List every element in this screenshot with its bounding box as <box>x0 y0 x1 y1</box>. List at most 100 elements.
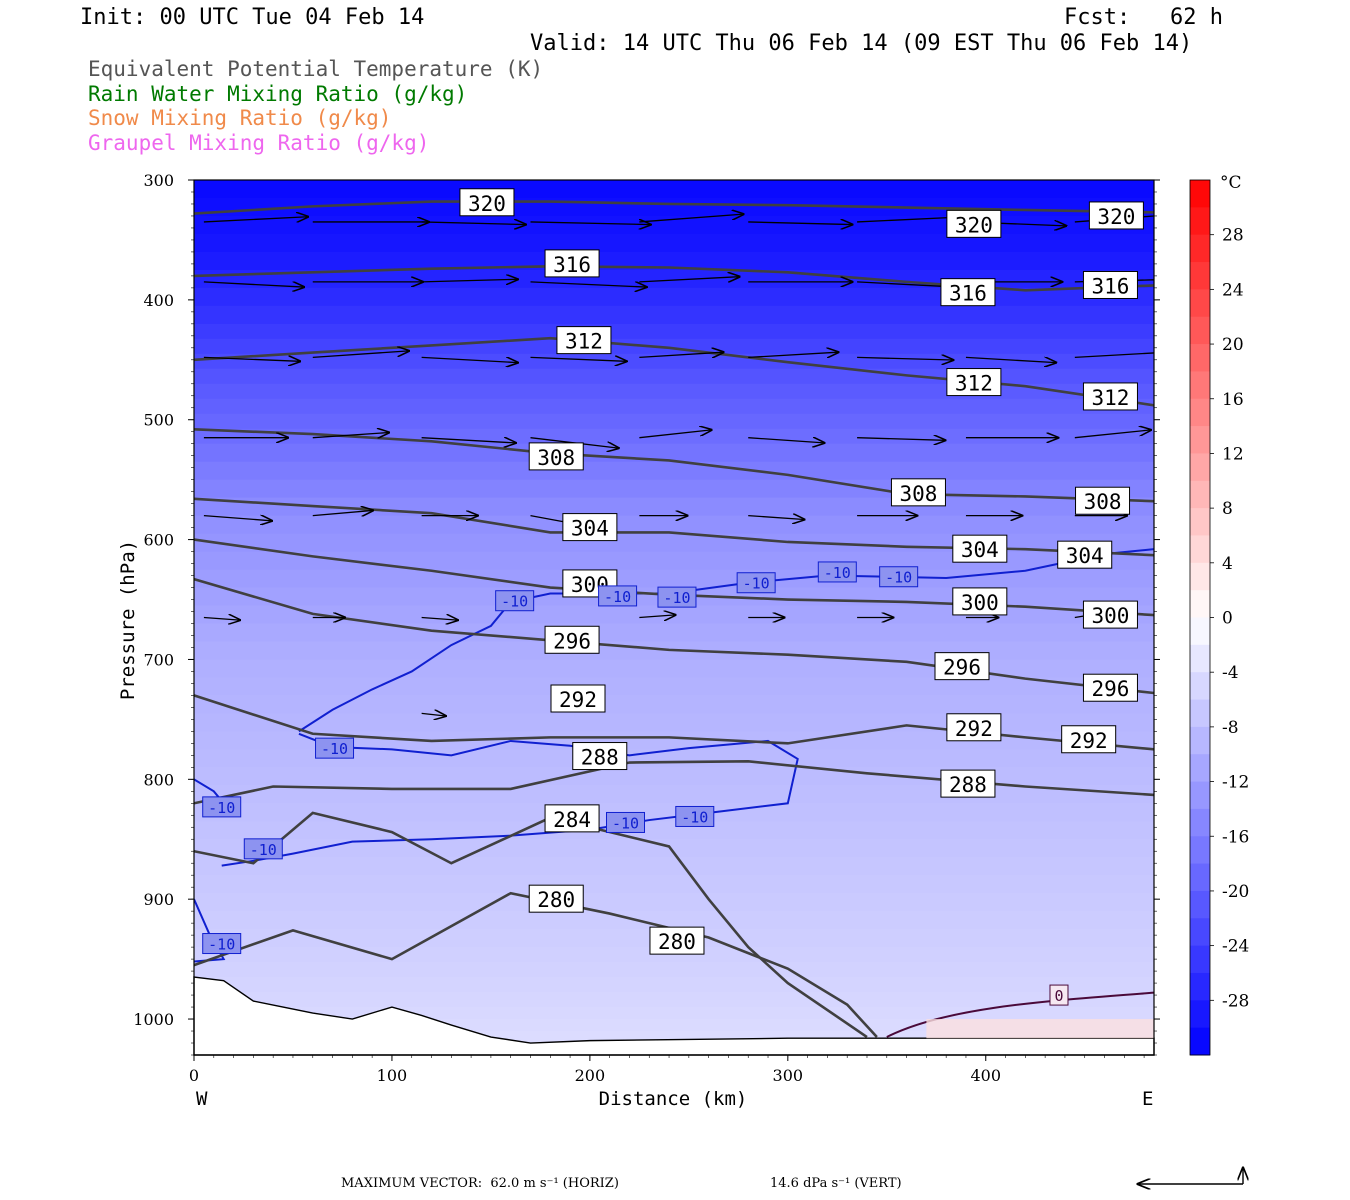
temp-band <box>194 677 1154 697</box>
colorbar-swatch <box>1190 508 1210 536</box>
axes: 300 400 500 600 700 800 900 1000 0 100 200 300 400 <box>133 171 1160 1085</box>
isotherm-label: -10 <box>657 586 697 608</box>
theta-e-label-288: 288 <box>940 769 996 798</box>
temp-band <box>194 839 1154 859</box>
label-text: -10 <box>743 575 770 593</box>
label-box <box>1049 984 1069 1006</box>
colorbar-swatch <box>1190 562 1210 591</box>
label-text: -10 <box>321 740 348 758</box>
wind-vector <box>639 277 739 283</box>
label-box <box>890 478 946 507</box>
theta-e-label-320: 320 <box>946 209 1002 238</box>
theta-e-label-288: 288 <box>572 742 628 771</box>
temp-band <box>194 398 1154 415</box>
label-text: 0 <box>1054 987 1063 1005</box>
theta-e-label-312: 312 <box>556 326 612 355</box>
wind-vector <box>857 357 953 360</box>
x-left-end-label: W <box>196 1088 208 1110</box>
wind-vector <box>1074 352 1154 359</box>
x-right-end-label: E <box>1142 1088 1153 1110</box>
theta-e-label-300: 300 <box>952 587 1008 616</box>
label-box <box>1082 382 1138 411</box>
colorbar-swatch <box>1190 590 1210 618</box>
colorbar-swatch <box>1190 453 1210 482</box>
label-box <box>1088 201 1144 230</box>
isotherm-labels: -10 -10 -10 -10 -10 -10 -10 -10 -10 -10 -10 -10 0 <box>202 561 1069 1006</box>
isotherm-label: -10 <box>495 590 535 612</box>
wind-vector <box>857 438 945 441</box>
wind-vector <box>312 351 409 359</box>
warm-layer <box>926 1019 1154 1039</box>
y-tick-label: 500 <box>143 411 174 430</box>
wind-vector <box>748 516 804 520</box>
temp-band <box>194 962 1154 979</box>
label-box <box>550 684 606 713</box>
colorbar-swatch <box>1190 617 1210 646</box>
isotherm-zero <box>886 991 1155 1038</box>
x-tick-label: 0 <box>189 1066 199 1085</box>
x-tick-label: 300 <box>773 1066 804 1085</box>
wind-vector <box>421 618 458 621</box>
theta-e-label-296: 296 <box>544 625 600 654</box>
label-text: 320 <box>1097 205 1135 229</box>
label-text: 308 <box>1084 490 1122 514</box>
temp-band <box>194 413 1154 430</box>
y-tick-label: 1000 <box>133 1010 174 1029</box>
label-box <box>649 926 705 955</box>
wind-vector <box>421 437 516 443</box>
colorbar-swatch <box>1190 234 1210 263</box>
wind-vectors <box>203 214 1154 716</box>
theta-e-label-304: 304 <box>562 513 618 542</box>
theta-e-label-308: 308 <box>528 442 584 471</box>
colorbar-swatch <box>1190 535 1210 564</box>
label-box <box>556 326 612 355</box>
plot-frame <box>193 179 1155 1056</box>
label-box <box>562 513 618 542</box>
label-box <box>544 625 600 654</box>
label-box <box>940 278 996 307</box>
colorbar-swatch <box>1190 262 1210 290</box>
wind-vector <box>639 430 711 439</box>
isotherm-label: -10 <box>606 811 646 833</box>
wind-vector <box>203 281 304 287</box>
wind-vector <box>530 357 626 361</box>
temp-band <box>194 947 1154 964</box>
colorbar-tick-label: -16 <box>1222 827 1249 847</box>
wind-vector <box>203 217 308 223</box>
temp-band <box>194 338 1154 355</box>
temp-band <box>194 461 1154 481</box>
label-text: 312 <box>565 330 603 354</box>
label-box <box>544 804 600 833</box>
label-text: 284 <box>553 808 591 832</box>
theta-e-label-296: 296 <box>934 652 990 681</box>
colorbar-swatch <box>1190 398 1210 427</box>
colorbar-swatch <box>1190 344 1210 372</box>
label-box <box>528 442 584 471</box>
wind-vector <box>203 357 300 361</box>
temp-band <box>194 443 1154 463</box>
wind-vector <box>312 433 389 438</box>
label-box <box>879 566 919 588</box>
temp-band <box>194 977 1154 994</box>
label-text: 288 <box>949 773 987 797</box>
wind-vector <box>748 438 824 443</box>
colorbar-unit: °C <box>1220 173 1242 193</box>
colorbar-swatch <box>1190 316 1210 345</box>
isotherm-label: -10 <box>315 737 355 759</box>
colorbar-swatch <box>1190 863 1210 892</box>
label-box <box>1075 486 1131 515</box>
temp-band <box>194 305 1154 325</box>
theta-e-label-312: 312 <box>946 368 1002 397</box>
y-tick-label: 300 <box>143 171 174 190</box>
label-text: 316 <box>1091 274 1129 298</box>
label-box <box>459 188 515 217</box>
colorbar-tick-label: 24 <box>1222 280 1244 300</box>
isotherm-label: -10 <box>736 572 776 594</box>
temp-band <box>194 383 1154 400</box>
temp-band <box>194 180 1154 199</box>
theta-e-line-308 <box>194 428 1154 503</box>
label-box <box>202 933 242 955</box>
max-vector-horiz: MAXIMUM VECTOR: 62.0 m s⁻¹ (HORIZ) <box>341 1176 619 1191</box>
wind-vector <box>312 510 373 515</box>
